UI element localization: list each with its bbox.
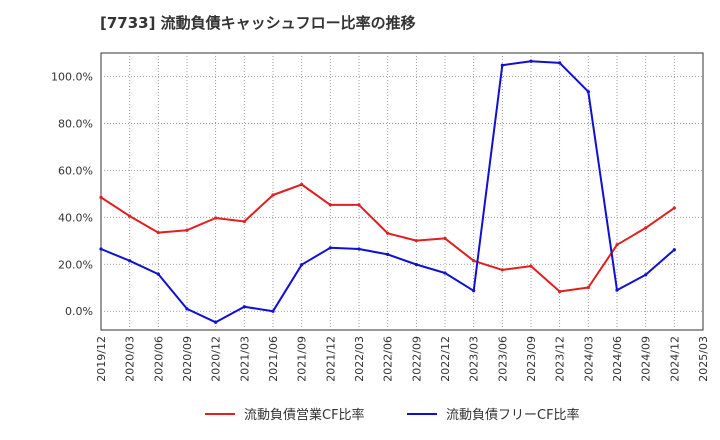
series-0-point bbox=[271, 193, 275, 197]
series-1-point bbox=[128, 259, 132, 263]
series-1-point bbox=[242, 305, 246, 309]
y-tick-label: 40.0% bbox=[58, 211, 93, 224]
series-0-point bbox=[500, 268, 504, 272]
series-1-point bbox=[386, 252, 390, 257]
series-1-point bbox=[99, 247, 103, 251]
x-tick-label: 2023/03 bbox=[468, 336, 481, 382]
y-tick-label: 100.0% bbox=[51, 70, 93, 83]
series-0-point bbox=[672, 206, 676, 210]
series-1-point bbox=[443, 271, 447, 275]
series-1-point bbox=[214, 320, 218, 324]
series-0-point bbox=[128, 214, 132, 218]
legend-label-0: 流動負債営業CF比率 bbox=[244, 407, 365, 423]
series-0-point bbox=[615, 243, 619, 247]
x-tick-label: 2021/06 bbox=[267, 336, 280, 382]
series-1-point bbox=[472, 289, 476, 293]
x-tick-label: 2024/12 bbox=[668, 336, 681, 382]
series-0-point bbox=[558, 289, 562, 294]
series-0-point bbox=[386, 231, 390, 235]
x-tick-label: 2021/12 bbox=[324, 336, 337, 382]
series-1-point bbox=[328, 246, 332, 250]
series-1-point bbox=[644, 273, 648, 277]
x-tick-label: 2023/09 bbox=[525, 336, 538, 382]
x-tick-label: 2022/03 bbox=[353, 336, 366, 382]
x-tick-label: 2024/09 bbox=[640, 336, 653, 382]
series-1-point bbox=[672, 248, 676, 252]
series-1-point bbox=[615, 288, 619, 292]
series-1-point bbox=[271, 309, 275, 313]
chart-title: [7733] 流動負債キャッシュフロー比率の推移 bbox=[100, 14, 416, 32]
series-0-point bbox=[414, 238, 418, 243]
x-tick-label: 2025/03 bbox=[697, 336, 710, 382]
series-0-point bbox=[242, 219, 246, 224]
series-1-point bbox=[500, 63, 504, 67]
series-0-point bbox=[644, 226, 648, 230]
y-tick-label: 80.0% bbox=[58, 117, 93, 130]
series-1-point bbox=[586, 90, 590, 94]
series-1-point bbox=[156, 272, 160, 276]
x-tick-label: 2019/12 bbox=[95, 336, 108, 382]
series-1-point bbox=[185, 307, 189, 311]
series-0-point bbox=[185, 228, 189, 232]
x-tick-label: 2020/09 bbox=[181, 336, 194, 382]
series-1-point bbox=[357, 247, 361, 251]
series-0-point bbox=[357, 203, 361, 207]
y-tick-label: 20.0% bbox=[58, 258, 93, 271]
x-tick-label: 2022/12 bbox=[439, 336, 452, 382]
series-1-point bbox=[529, 59, 533, 63]
series-1-point bbox=[300, 263, 304, 267]
series-1-point bbox=[558, 61, 562, 65]
x-tick-label: 2020/12 bbox=[210, 336, 223, 382]
series-0-point bbox=[156, 230, 160, 235]
x-tick-label: 2022/09 bbox=[410, 336, 423, 382]
series-0-point bbox=[472, 259, 476, 263]
x-tick-label: 2020/03 bbox=[124, 336, 137, 382]
y-tick-label: 0.0% bbox=[65, 305, 93, 318]
series-0-point bbox=[214, 216, 218, 220]
series-0-point bbox=[99, 195, 103, 199]
series-0-point bbox=[300, 182, 304, 187]
x-tick-label: 2021/03 bbox=[238, 336, 251, 382]
legend-label-1: 流動負債フリーCF比率 bbox=[446, 407, 580, 423]
x-tick-label: 2020/06 bbox=[152, 336, 165, 382]
series-0-point bbox=[328, 203, 332, 207]
series-0-point bbox=[586, 285, 590, 290]
x-tick-label: 2024/06 bbox=[611, 336, 624, 382]
plot-area bbox=[100, 52, 704, 331]
x-tick-label: 2023/06 bbox=[496, 336, 509, 382]
y-tick-label: 60.0% bbox=[58, 164, 93, 177]
series-0-point bbox=[529, 264, 533, 268]
x-tick-label: 2024/03 bbox=[582, 336, 595, 382]
x-tick-label: 2022/06 bbox=[382, 336, 395, 382]
series-1-point bbox=[414, 262, 418, 267]
x-tick-label: 2023/12 bbox=[554, 336, 567, 382]
x-tick-label: 2021/09 bbox=[296, 336, 309, 382]
series-0-point bbox=[443, 236, 447, 241]
